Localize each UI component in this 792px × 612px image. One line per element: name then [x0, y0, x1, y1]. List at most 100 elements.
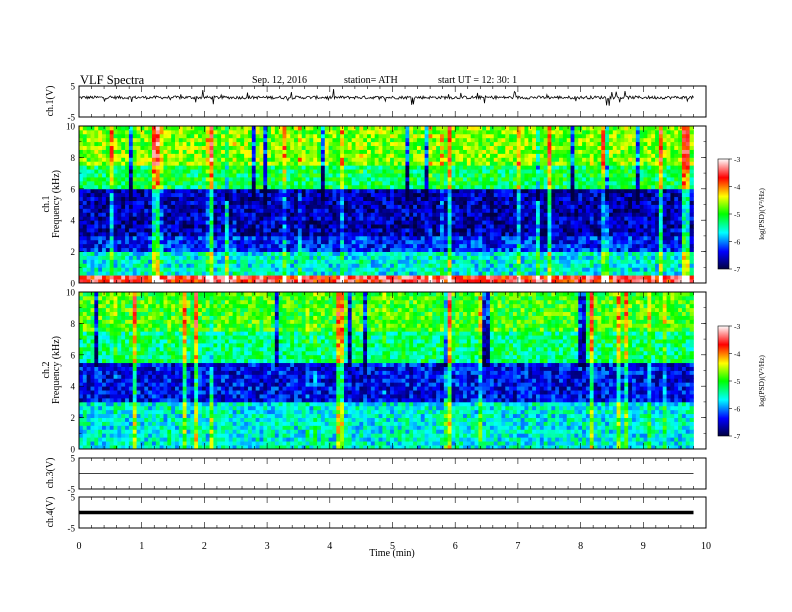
spectrogram-cell	[524, 145, 529, 150]
spectrogram-cell	[405, 208, 410, 213]
spectrogram-cell	[532, 204, 537, 209]
spectrogram-cell	[251, 149, 257, 154]
spectrogram-cell	[493, 239, 498, 245]
spectrogram-cell	[482, 251, 487, 256]
spectrogram-cell	[551, 153, 556, 158]
spectrogram-cell	[313, 267, 318, 272]
spectrogram-cell	[171, 267, 176, 272]
spectrogram-cell	[509, 133, 514, 139]
spectrogram-cell	[378, 259, 383, 264]
spectrogram-cell	[194, 247, 199, 252]
spectrogram-cell	[194, 235, 199, 241]
spectrogram-cell	[516, 220, 522, 225]
spectrogram-cell	[443, 165, 449, 170]
spectrogram-cell	[82, 161, 88, 166]
spectrogram-cell	[271, 192, 276, 198]
spectrogram-cell	[555, 247, 560, 252]
spectrogram-cell	[536, 275, 541, 280]
spectrogram-cell	[397, 184, 402, 190]
spectrogram-cell	[320, 126, 326, 131]
spectrogram-cell	[474, 247, 479, 252]
spectrogram-cell	[128, 259, 134, 264]
spectrogram-cell	[105, 279, 111, 284]
spectrogram-cell	[221, 208, 226, 213]
spectrogram-cell	[363, 251, 368, 256]
spectrogram-cell	[420, 153, 426, 158]
spectrogram-cell	[305, 259, 310, 264]
spectrogram-cell	[309, 220, 314, 225]
spectrogram-cell	[125, 267, 130, 272]
spectrogram-cell	[186, 188, 191, 194]
spectrogram-cell	[416, 200, 422, 205]
spectrogram-cell	[274, 212, 280, 217]
spectrogram-cell	[286, 133, 291, 139]
spectrogram-cell	[240, 235, 245, 241]
spectrogram-cell	[520, 204, 525, 209]
spectrogram-cell	[420, 165, 426, 170]
spectrogram-cell	[482, 149, 487, 154]
spectrogram-cell	[194, 208, 199, 213]
spectrogram-cell	[386, 243, 391, 249]
spectrogram-cell	[167, 145, 172, 150]
spectrogram-cell	[90, 279, 95, 284]
spectrogram-cell	[436, 129, 441, 135]
spectrogram-cell	[79, 184, 84, 190]
spectrogram-cell	[432, 208, 437, 213]
spectrogram-cell	[148, 228, 153, 233]
spectrogram-cell	[109, 173, 114, 178]
spectrogram-cell	[347, 126, 353, 131]
spectrogram-cell	[320, 231, 326, 237]
spectrogram-cell	[171, 133, 176, 139]
spectrogram-cell	[382, 275, 387, 280]
spectrogram-cell	[420, 161, 426, 166]
spectrogram-cell	[286, 224, 291, 229]
spectrogram-cell	[178, 235, 184, 241]
spectrogram-cell	[343, 279, 349, 284]
spectrogram-cell	[86, 141, 91, 147]
spectrogram-cell	[393, 184, 399, 190]
spectrogram-cell	[286, 271, 291, 276]
spectrogram-cell	[113, 157, 118, 162]
spectrogram-cell	[109, 247, 114, 252]
spectrogram-cell	[132, 231, 138, 237]
spectrogram-cell	[117, 259, 122, 264]
spectrogram-cell	[201, 149, 207, 154]
spectrogram-cell	[144, 235, 149, 241]
spectrogram-cell	[420, 208, 426, 213]
spectrogram-cell	[524, 133, 529, 139]
spectrogram-cell	[297, 192, 303, 198]
spectrogram-cell	[182, 169, 187, 174]
spectrogram-cell	[390, 161, 395, 166]
spectrogram-cell	[190, 149, 195, 154]
spectrogram-cell	[440, 212, 445, 217]
spectrogram-cell	[409, 141, 414, 147]
spectrogram-cell	[186, 255, 191, 260]
spectrogram-cell	[463, 192, 468, 198]
spectrogram-cell	[501, 145, 506, 150]
spectrogram-cell	[259, 235, 264, 241]
spectrogram-cell	[382, 192, 387, 198]
spectrogram-cell	[432, 259, 437, 264]
spectrogram-cell	[420, 216, 426, 221]
spectrogram-cell	[528, 267, 533, 272]
spectrogram-cell	[163, 145, 168, 150]
spectrogram-cell	[497, 259, 502, 264]
spectrogram-cell	[536, 239, 541, 245]
spectrogram-cell	[528, 161, 533, 166]
spectrogram-cell	[105, 126, 111, 131]
spectrogram-cell	[209, 259, 214, 264]
spectrogram-cell	[244, 228, 249, 233]
spectrogram-cell	[451, 129, 456, 135]
date-label: Sep. 12, 2016	[252, 75, 307, 86]
spectrogram-cell	[228, 169, 234, 174]
spectrogram-cell	[505, 165, 510, 170]
spectrogram-cell	[512, 149, 518, 154]
spectrogram-cell	[148, 239, 153, 245]
spectrogram-cell	[178, 224, 184, 229]
spectrogram-cell	[82, 208, 88, 213]
spectrogram-cell	[367, 251, 372, 256]
spectrogram-cell	[182, 267, 187, 272]
spectrogram-cell	[386, 255, 391, 260]
spectrogram-cell	[520, 184, 525, 190]
spectrogram-cell	[447, 149, 452, 154]
